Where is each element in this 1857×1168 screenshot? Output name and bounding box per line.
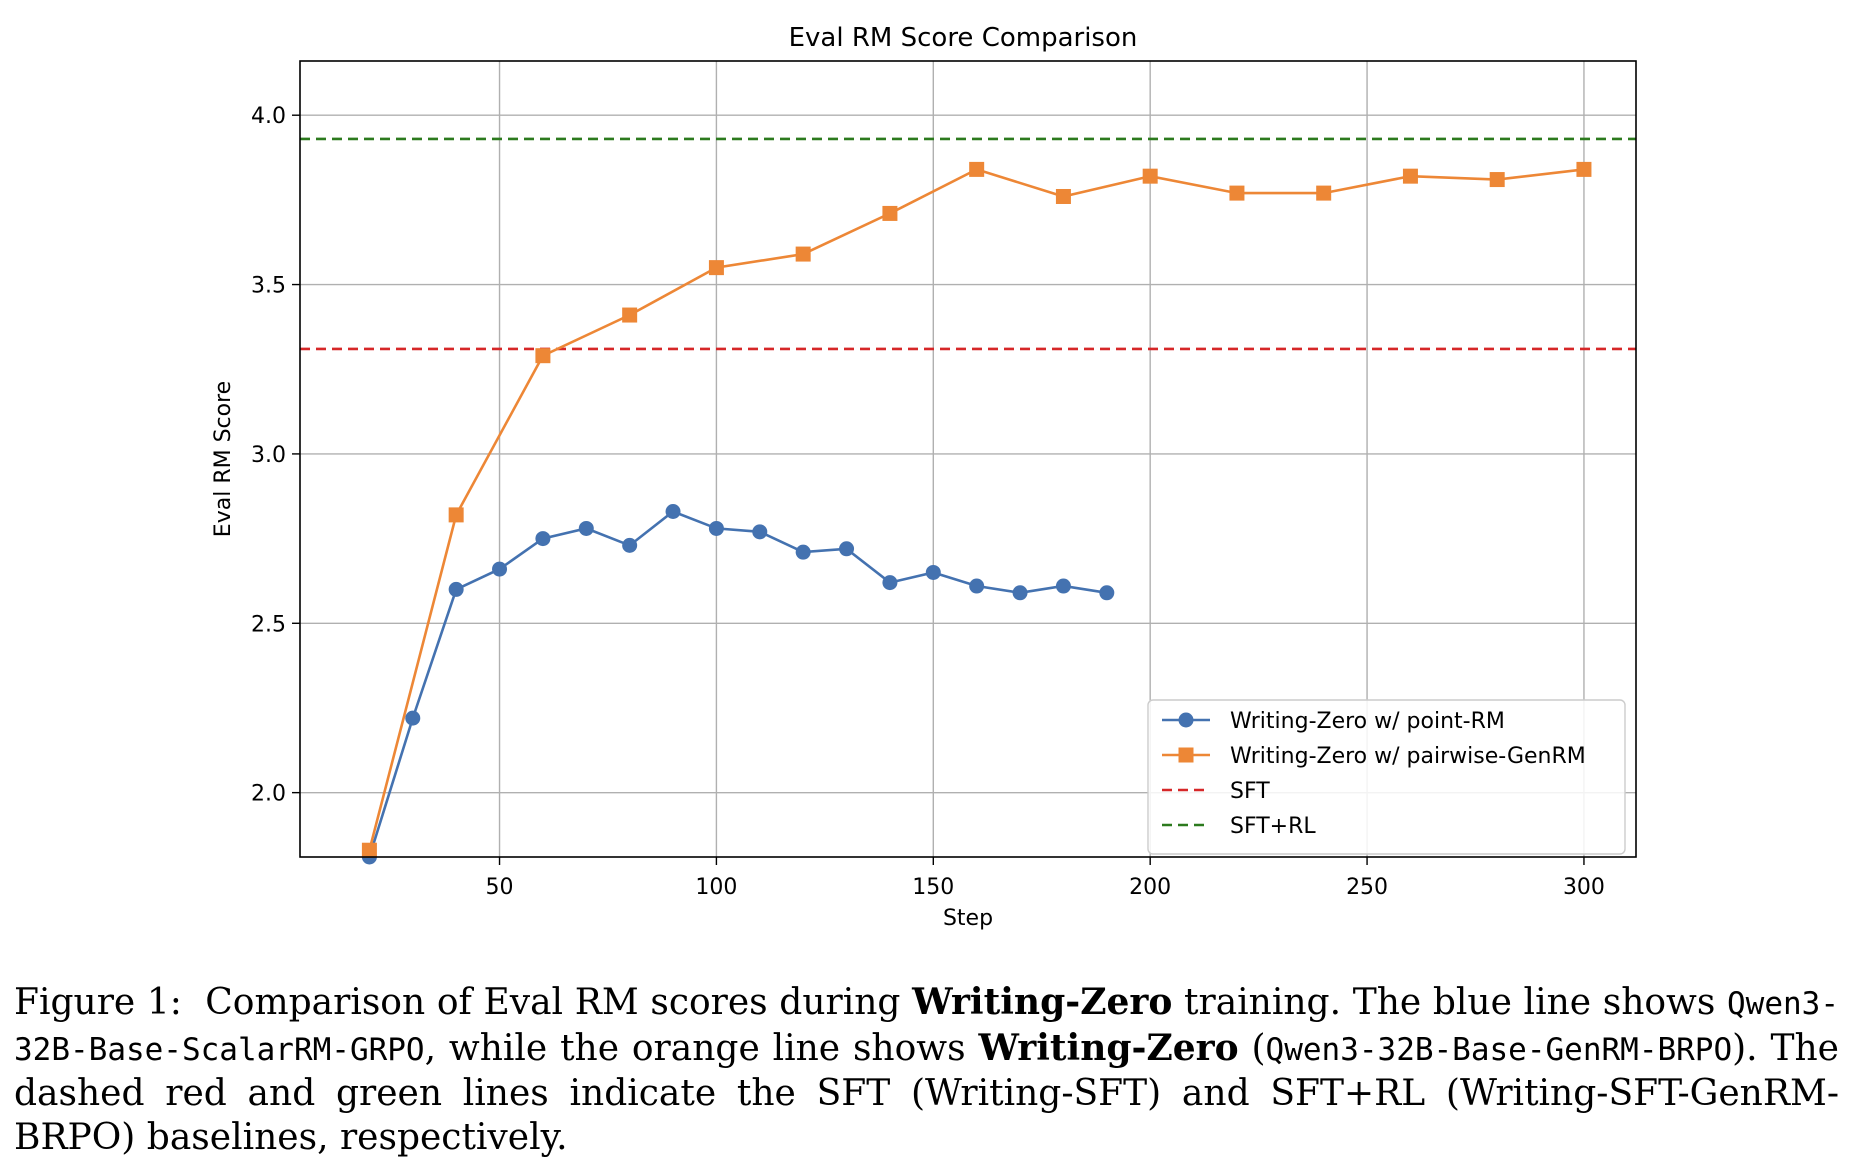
baseline-lines [300, 137, 1636, 351]
series-2-point [1402, 168, 1418, 184]
legend-marker [1178, 747, 1194, 763]
series-1-point [665, 504, 681, 520]
series-1-point [578, 520, 594, 536]
x-tick-label: 100 [695, 875, 737, 900]
caption-bold-name: Writing-Zero [978, 1027, 1239, 1069]
series-1-point [708, 520, 724, 536]
legend: Writing-Zero w/ point-RM Writing-Zero w/ … [1147, 699, 1626, 855]
caption-text: ). The dashed red and green lines indica… [14, 1028, 1839, 1158]
axis-ticks: 50 100 150 200 250 300 2.0 2.5 3.0 3.5 4.0 [251, 104, 1605, 900]
series-2-point [708, 260, 724, 276]
caption-text: training. The blue line shows [1184, 982, 1716, 1023]
series-2-point [361, 842, 377, 858]
series-2-point [969, 161, 985, 177]
series-1-point [622, 537, 638, 553]
chart-title: Eval RM Score Comparison [789, 23, 1138, 53]
x-tick-label: 150 [912, 875, 954, 900]
figure-caption: Figure 1: Comparison of Eval RM scores d… [14, 980, 1839, 1160]
caption-bold-name: Writing-Zero [912, 981, 1173, 1023]
series-1-point [448, 581, 464, 597]
series-2-point [1576, 161, 1592, 177]
eval-rm-score-chart: Eval RM Score Comparison 50 100 150 200 250 3… [211, 23, 1637, 931]
x-tick-label: 50 [486, 875, 514, 900]
series-1-point [925, 564, 941, 580]
caption-text: Comparison of Eval RM scores during [205, 982, 901, 1023]
series-2-point [882, 205, 898, 221]
y-axis-label: Eval RM Score [211, 381, 236, 537]
series-2-point [1229, 185, 1245, 201]
y-tick-label: 3.0 [251, 443, 286, 468]
legend-label: Writing-Zero w/ pairwise-GenRM [1230, 744, 1586, 769]
y-tick-label: 2.0 [251, 782, 286, 807]
series-1-point [882, 575, 898, 591]
caption-code: Qwen3-32B-Base-ScalarRM-GRPO [14, 986, 1839, 1068]
series-1-point [969, 578, 985, 594]
series-1-point [839, 541, 855, 557]
x-tick-label: 300 [1563, 875, 1605, 900]
caption-text: , while the orange line shows [424, 1028, 966, 1069]
y-tick-label: 4.0 [251, 104, 286, 129]
grid-lines [300, 61, 1636, 857]
caption-text: ( [1251, 1028, 1266, 1069]
series-2-point [622, 307, 638, 323]
series-1-line [368, 510, 1108, 858]
series-2-point [795, 246, 811, 262]
plot-frame [299, 60, 1637, 858]
y-tick-label: 2.5 [251, 612, 286, 637]
series-1-point [795, 544, 811, 560]
y-tick-label: 3.5 [251, 274, 286, 299]
legend-label: Writing-Zero w/ point-RM [1230, 709, 1505, 734]
series-1-point [535, 531, 551, 547]
x-tick-label: 250 [1346, 875, 1388, 900]
legend-box [1147, 699, 1626, 855]
series-2-point [1489, 172, 1505, 188]
x-tick-label: 200 [1129, 875, 1171, 900]
caption-label: Figure 1: [14, 982, 182, 1023]
series-2-point [1316, 185, 1332, 201]
series-1-point [752, 524, 768, 540]
caption-code: Qwen3-32B-Base-GenRM-BRPO [1265, 1032, 1733, 1068]
series-1-point [1012, 585, 1028, 601]
x-axis-label: Step [943, 906, 993, 931]
series-1-point [1099, 585, 1115, 601]
series-2-point [1055, 188, 1071, 204]
series-1-point [1055, 578, 1071, 594]
series-1-point [492, 561, 508, 577]
series-2-point [535, 348, 551, 364]
data-series [361, 161, 1592, 865]
series-2-point [448, 507, 464, 523]
legend-label: SFT [1230, 779, 1270, 804]
legend-marker [1178, 712, 1194, 728]
legend-label: SFT+RL [1230, 814, 1316, 839]
series-1-point [405, 710, 421, 726]
series-2-point [1142, 168, 1158, 184]
